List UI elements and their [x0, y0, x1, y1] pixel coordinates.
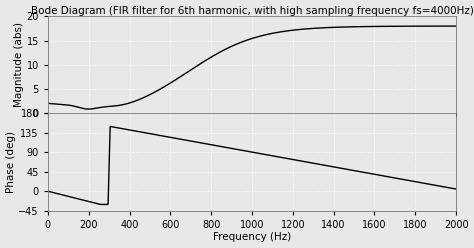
X-axis label: Frequency (Hz): Frequency (Hz)	[213, 232, 291, 243]
Title: Bode Diagram (FIR filter for 6th harmonic, with high sampling frequency fs=4000H: Bode Diagram (FIR filter for 6th harmoni…	[30, 5, 474, 16]
Y-axis label: Magnitude (abs): Magnitude (abs)	[14, 22, 24, 107]
Y-axis label: Phase (deg): Phase (deg)	[6, 131, 16, 193]
